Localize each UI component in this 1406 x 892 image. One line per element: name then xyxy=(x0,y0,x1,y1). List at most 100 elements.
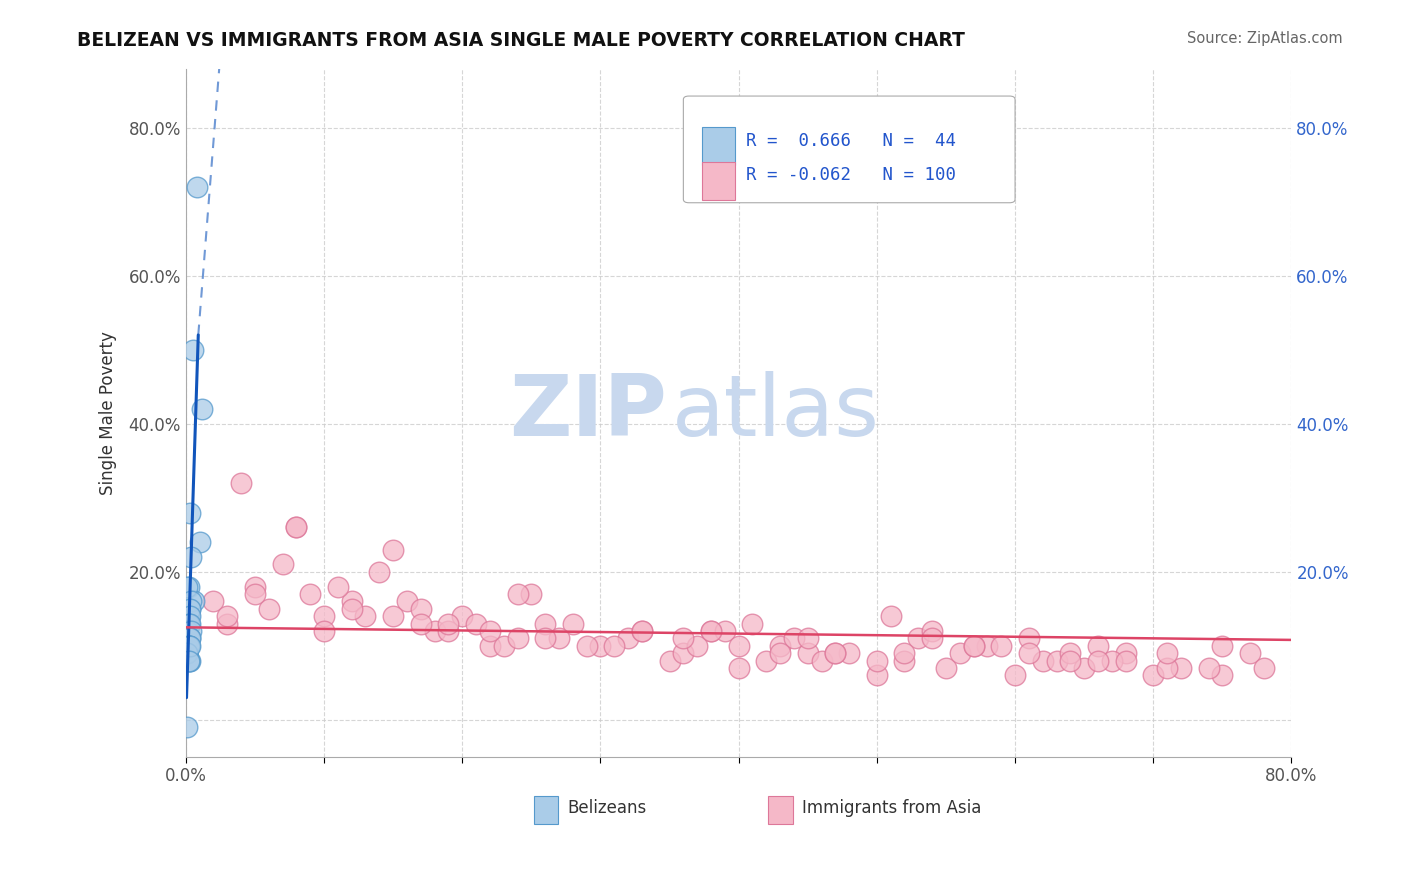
Point xyxy=(177,654,200,668)
Bar xyxy=(702,161,735,200)
Point xyxy=(1018,646,1040,660)
Point xyxy=(188,535,211,549)
Point xyxy=(340,594,363,608)
Point xyxy=(700,624,723,638)
Point xyxy=(1170,661,1192,675)
Point xyxy=(179,616,201,631)
Point xyxy=(797,632,820,646)
Point xyxy=(1115,654,1137,668)
Point xyxy=(478,639,501,653)
Point xyxy=(492,639,515,653)
Text: Immigrants from Asia: Immigrants from Asia xyxy=(801,799,981,817)
Point xyxy=(1059,646,1081,660)
Bar xyxy=(769,796,793,823)
Point xyxy=(686,639,709,653)
Point xyxy=(755,654,778,668)
Point xyxy=(299,587,322,601)
Point xyxy=(672,646,695,660)
Point xyxy=(824,646,846,660)
Point xyxy=(176,646,198,660)
Point xyxy=(658,654,681,668)
Bar xyxy=(534,796,558,823)
Point xyxy=(962,639,984,653)
Point xyxy=(179,639,201,653)
Point xyxy=(437,616,460,631)
Point xyxy=(177,609,200,624)
Point xyxy=(962,639,984,653)
Point xyxy=(769,639,792,653)
Point xyxy=(176,646,198,660)
Point xyxy=(465,616,488,631)
Text: ZIP: ZIP xyxy=(509,371,666,454)
Point xyxy=(603,639,626,653)
Point xyxy=(177,639,200,653)
Point xyxy=(769,646,792,660)
Point xyxy=(714,624,737,638)
Point xyxy=(177,639,200,653)
Point xyxy=(1045,654,1067,668)
Y-axis label: Single Male Poverty: Single Male Poverty xyxy=(100,331,117,495)
Point xyxy=(672,632,695,646)
Point xyxy=(191,402,214,417)
Point xyxy=(177,632,200,646)
Point xyxy=(866,654,889,668)
Text: Belizeans: Belizeans xyxy=(567,799,647,817)
Point xyxy=(176,624,198,638)
Point xyxy=(176,639,198,653)
Point xyxy=(783,632,806,646)
Point xyxy=(824,646,846,660)
Point xyxy=(506,587,529,601)
Point xyxy=(1211,639,1233,653)
Point xyxy=(312,624,335,638)
Text: atlas: atlas xyxy=(672,371,880,454)
Point xyxy=(534,616,557,631)
Point xyxy=(575,639,598,653)
Point xyxy=(1211,668,1233,682)
Point xyxy=(177,639,200,653)
Point xyxy=(1004,668,1026,682)
Point xyxy=(548,632,571,646)
Point xyxy=(935,661,957,675)
Point xyxy=(921,632,943,646)
Point xyxy=(976,639,998,653)
Point xyxy=(176,624,198,638)
Point xyxy=(312,609,335,624)
Point xyxy=(879,609,901,624)
Point xyxy=(423,624,446,638)
Point xyxy=(179,506,201,520)
Point xyxy=(285,520,308,534)
Point xyxy=(257,602,280,616)
Point xyxy=(409,602,432,616)
Point xyxy=(179,609,201,624)
Point xyxy=(176,580,198,594)
Point xyxy=(534,632,557,646)
Point xyxy=(395,594,418,608)
Point xyxy=(177,654,200,668)
Point xyxy=(177,616,200,631)
Point xyxy=(177,632,200,646)
Point xyxy=(1156,646,1178,660)
Text: BELIZEAN VS IMMIGRANTS FROM ASIA SINGLE MALE POVERTY CORRELATION CHART: BELIZEAN VS IMMIGRANTS FROM ASIA SINGLE … xyxy=(77,31,965,50)
Point xyxy=(181,343,204,357)
Point xyxy=(631,624,654,638)
Point xyxy=(180,549,202,564)
Point xyxy=(451,609,474,624)
Point xyxy=(1073,661,1095,675)
Point xyxy=(838,646,860,660)
Point xyxy=(506,632,529,646)
Point xyxy=(409,616,432,631)
Text: R = -0.062   N = 100: R = -0.062 N = 100 xyxy=(747,166,956,185)
Point xyxy=(243,580,266,594)
Point xyxy=(179,632,201,646)
Point xyxy=(893,654,915,668)
Point xyxy=(1087,654,1109,668)
Point xyxy=(1253,661,1275,675)
Point xyxy=(217,609,239,624)
Point xyxy=(368,565,391,579)
Point xyxy=(217,616,239,631)
Point xyxy=(1239,646,1261,660)
Point xyxy=(700,624,723,638)
Point xyxy=(179,602,201,616)
Point xyxy=(1032,654,1054,668)
Point xyxy=(741,616,763,631)
